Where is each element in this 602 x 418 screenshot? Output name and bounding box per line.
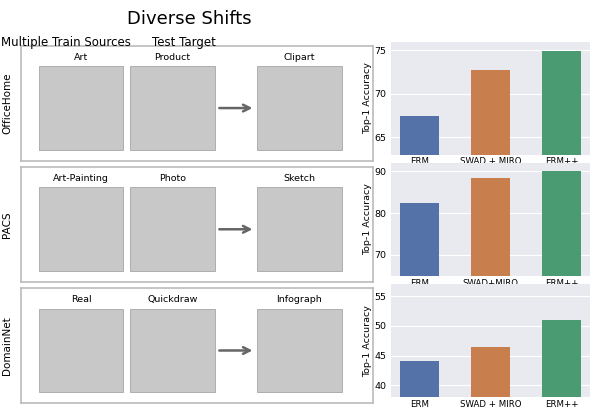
FancyBboxPatch shape xyxy=(257,187,341,271)
Text: Clipart: Clipart xyxy=(284,53,315,62)
Text: Photo: Photo xyxy=(159,174,186,183)
FancyBboxPatch shape xyxy=(130,66,215,150)
Bar xyxy=(542,171,581,418)
Text: Product: Product xyxy=(155,53,191,62)
Bar xyxy=(542,320,581,418)
FancyBboxPatch shape xyxy=(257,308,341,393)
Bar xyxy=(542,51,581,418)
Bar xyxy=(400,116,439,418)
Text: DomainNet: DomainNet xyxy=(2,316,12,375)
FancyBboxPatch shape xyxy=(39,308,123,393)
Text: Diverse Shifts: Diverse Shifts xyxy=(127,10,252,28)
FancyBboxPatch shape xyxy=(39,66,123,150)
Text: Real: Real xyxy=(70,295,92,304)
FancyBboxPatch shape xyxy=(257,66,341,150)
Bar xyxy=(400,203,439,418)
Y-axis label: Top-1 Accuracy: Top-1 Accuracy xyxy=(362,184,371,255)
FancyBboxPatch shape xyxy=(130,308,215,393)
Bar xyxy=(400,362,439,418)
Text: OfficeHome: OfficeHome xyxy=(2,73,12,134)
Text: Quickdraw: Quickdraw xyxy=(147,295,197,304)
Text: PACS: PACS xyxy=(2,212,12,238)
FancyBboxPatch shape xyxy=(39,187,123,271)
Text: Test Target: Test Target xyxy=(152,36,216,48)
Text: Art-Painting: Art-Painting xyxy=(53,174,109,183)
Y-axis label: Top-1 Accuracy: Top-1 Accuracy xyxy=(362,62,371,134)
Text: Infograph: Infograph xyxy=(276,295,322,304)
Bar xyxy=(471,178,510,418)
Bar xyxy=(471,69,510,418)
Bar xyxy=(471,347,510,418)
Text: Art: Art xyxy=(74,53,88,62)
Text: Multiple Train Sources: Multiple Train Sources xyxy=(1,36,131,48)
FancyBboxPatch shape xyxy=(130,187,215,271)
Y-axis label: Top-1 Accuracy: Top-1 Accuracy xyxy=(362,305,371,377)
Text: Sketch: Sketch xyxy=(284,174,315,183)
